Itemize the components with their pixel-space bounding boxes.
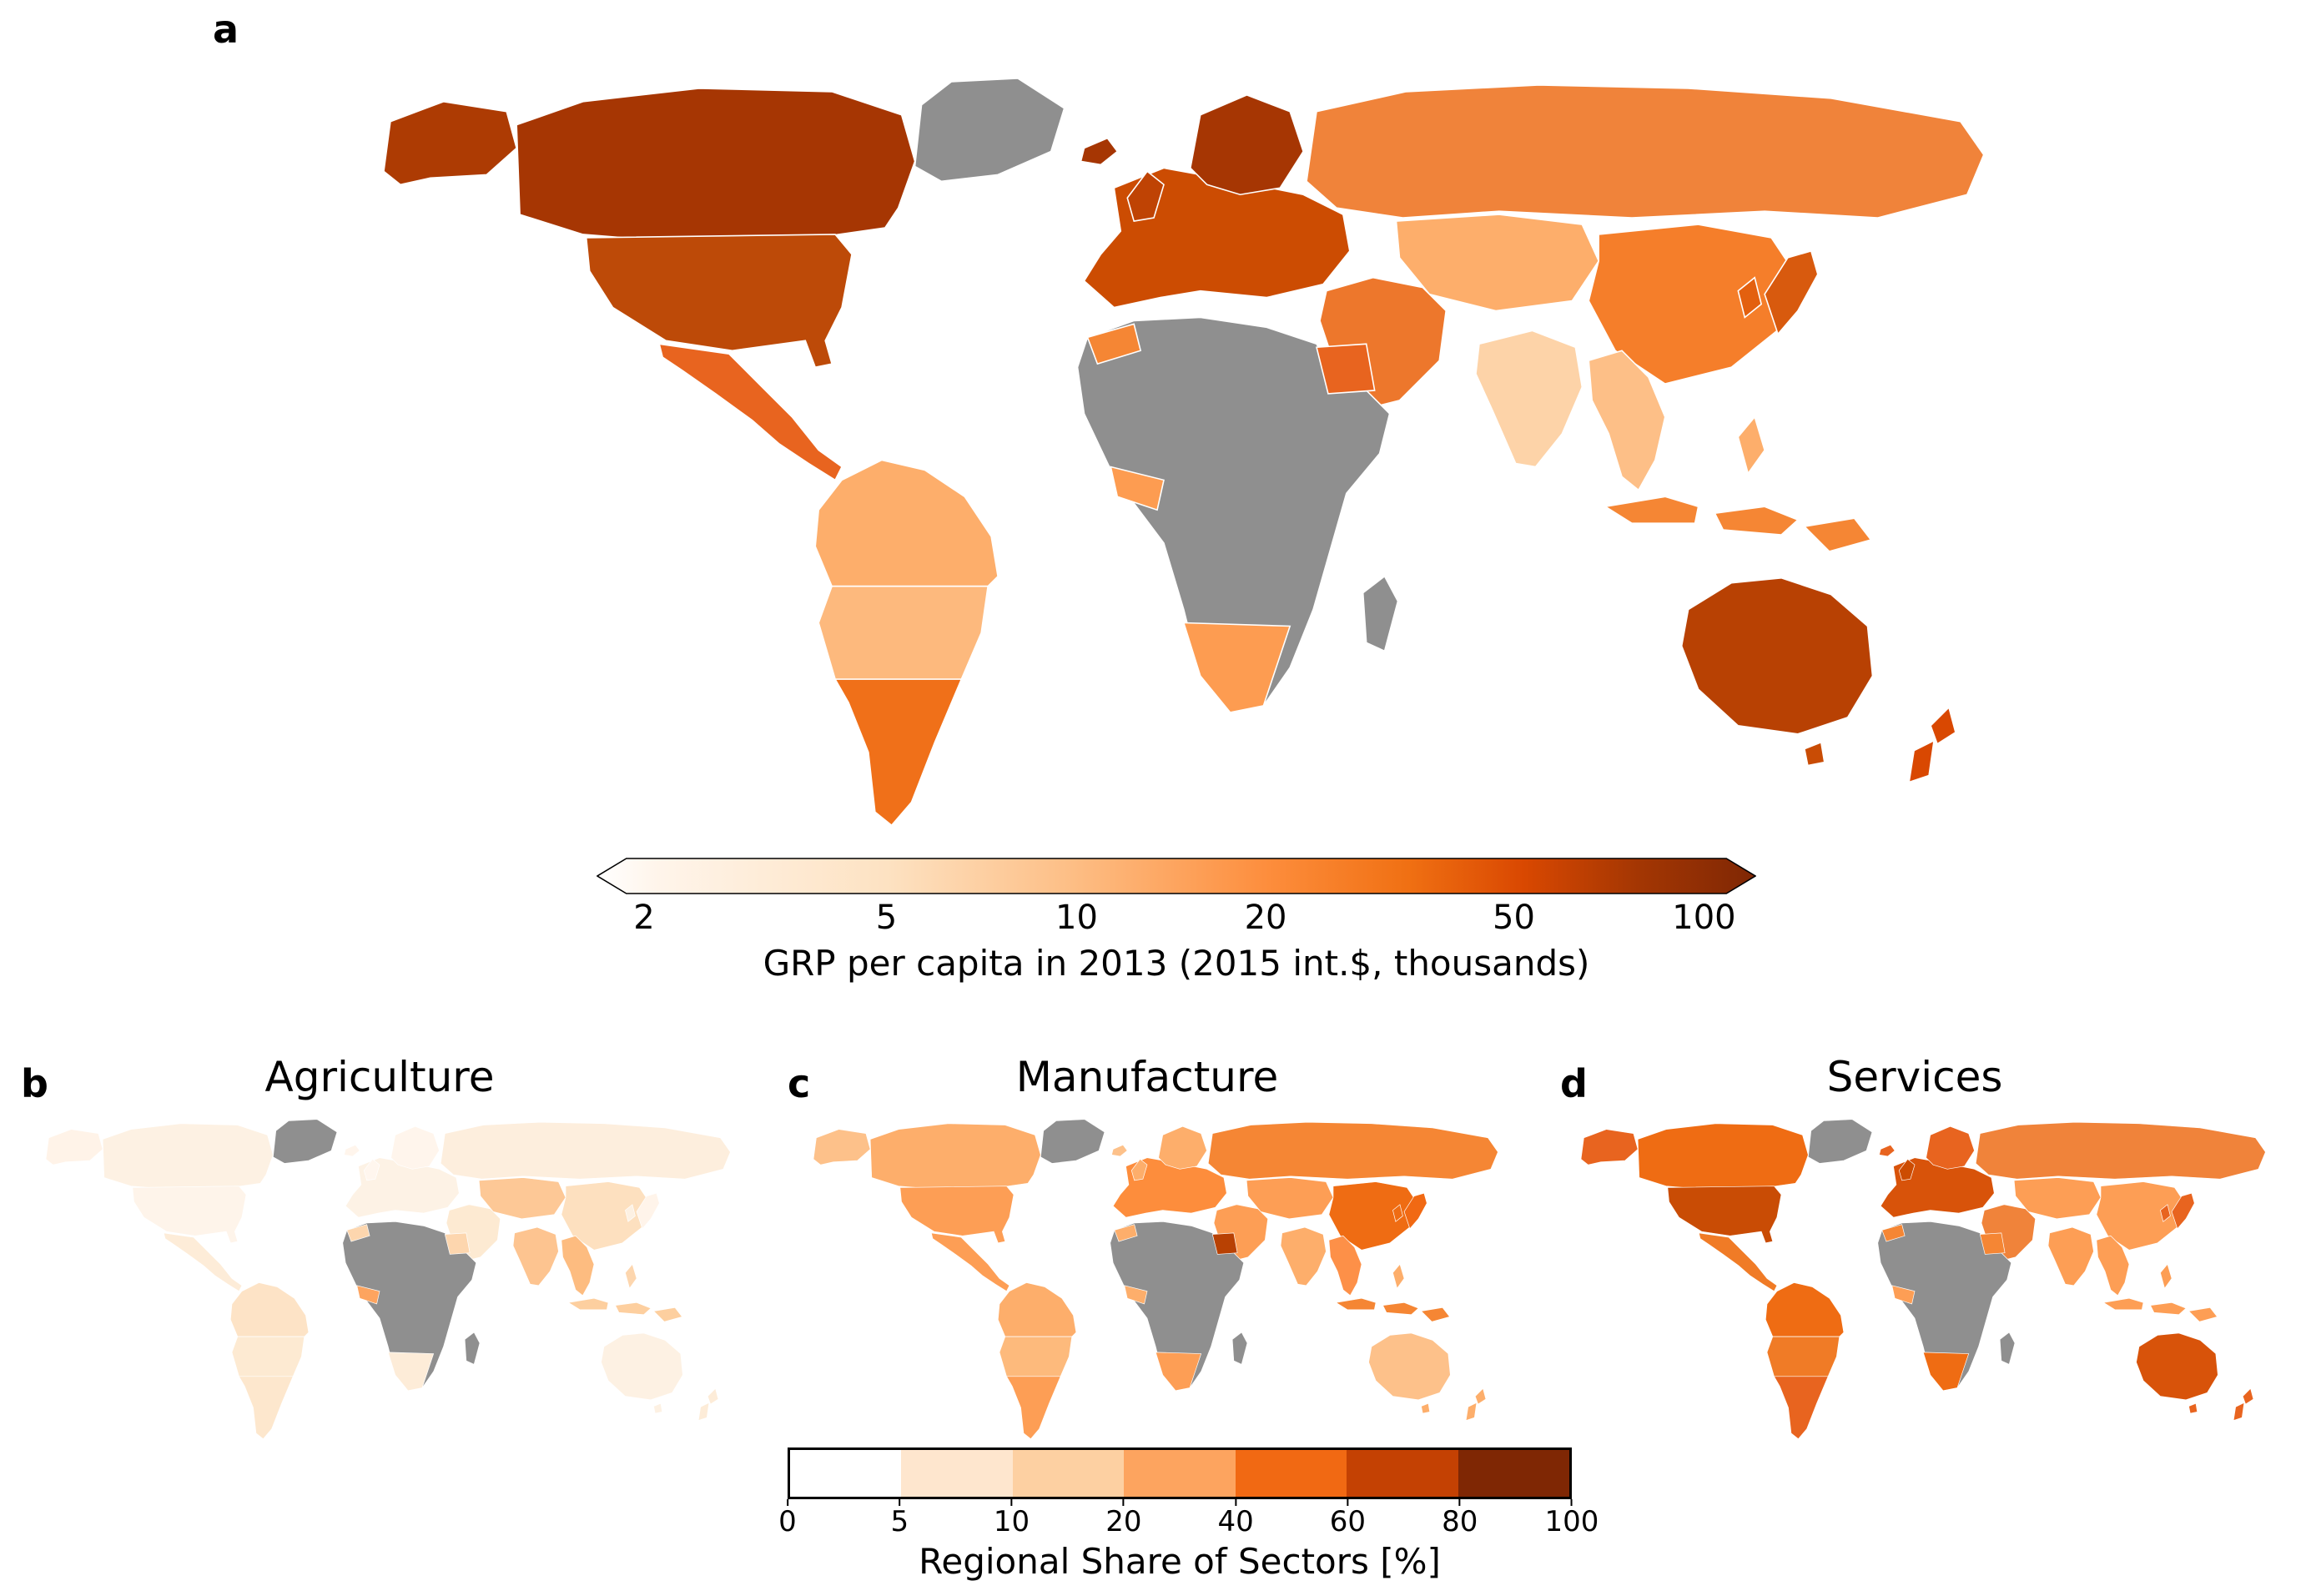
sector-colorbar-label: Regional Share of Sectors [%] [919,1541,1441,1582]
panel-a-label: a [213,7,239,52]
sector-colorbar-tick: 10 [993,1505,1030,1538]
panel-b-title: Agriculture [264,1053,495,1101]
sector-colorbar-tick: 80 [1442,1505,1478,1538]
grp-colorbar-tick: 100 [1672,899,1736,937]
panel-b-label: b [21,1061,48,1106]
map-manufacture [780,1118,1514,1452]
world-map-grp [267,75,2061,855]
grp-colorbar-tick: 50 [1493,899,1535,937]
panel-d-label: d [1560,1061,1588,1106]
sector-colorbar-tick: 0 [778,1505,797,1538]
map-grp-per-capita [267,75,2061,855]
panel-c-label: c [788,1061,811,1106]
sector-colorbar-segments [788,1447,1572,1499]
sector-colorbar-tick: 20 [1105,1505,1142,1538]
sector-colorbar-tick: 40 [1217,1505,1254,1538]
grp-colorbar-label: GRP per capita in 2013 (2015 int.$, thou… [763,943,1590,984]
world-map-services [1548,1118,2282,1452]
grp-colorbar-tick: 5 [875,899,898,937]
world-map-agriculture [13,1118,747,1452]
sector-colorbar-segment [1012,1450,1125,1497]
panel-d-title: Services [1826,1053,2003,1101]
map-services [1548,1118,2282,1452]
sector-colorbar: 0 5 10 20 40 60 80 100 Regional Share of Sector… [778,1447,1599,1582]
grp-colorbar: 2 5 10 20 50 100 GRP per capita in 2013 (2015… [597,858,1756,984]
sector-colorbar-segment [1235,1450,1347,1497]
sector-colorbar-segment [1124,1450,1236,1497]
sector-colorbar-tick: 60 [1329,1505,1367,1538]
sector-colorbar-ticks: 0 5 10 20 40 60 80 100 [778,1499,1599,1539]
sector-colorbar-tick: 5 [890,1505,909,1538]
world-map-manufacture [780,1118,1514,1452]
sector-colorbar-segment [1458,1450,1569,1497]
sector-colorbar-segment [901,1450,1013,1497]
grp-colorbar-tick: 2 [633,899,655,937]
panel-c-title: Manufacture [1015,1053,1279,1101]
sector-colorbar-segment [1347,1450,1458,1497]
sector-colorbar-tick: 100 [1544,1505,1599,1538]
map-agriculture [13,1118,747,1452]
sector-colorbar-segment [790,1450,902,1497]
grp-colorbar-tick: 20 [1244,899,1287,937]
grp-colorbar-bar [597,858,1756,894]
grp-colorbar-arrow-bar [597,858,1756,894]
grp-colorbar-ticks: 2 5 10 20 50 100 [597,894,1756,938]
grp-colorbar-tick: 10 [1055,899,1098,937]
